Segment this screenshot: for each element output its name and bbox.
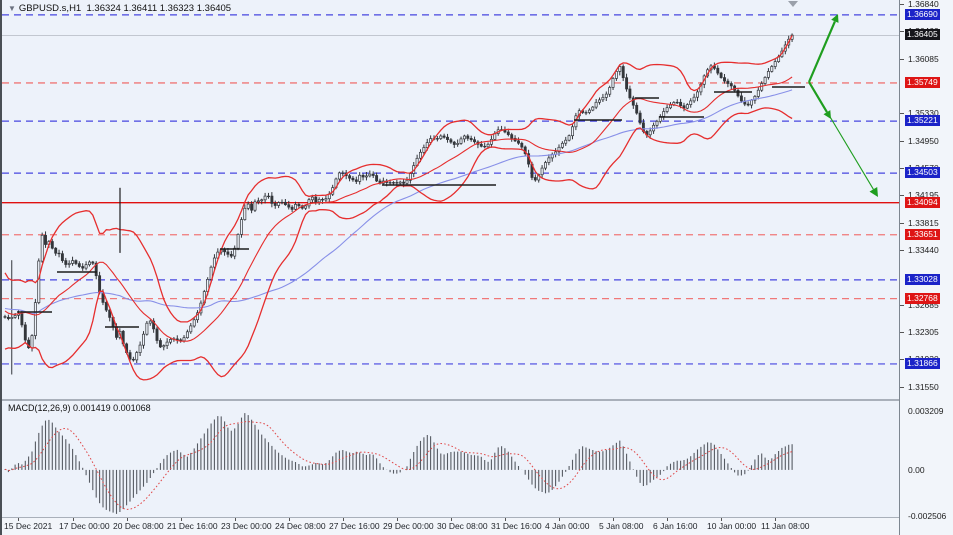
price-level-badge-blue: 1.35221 [905,115,940,126]
analysis-segments [17,86,805,328]
time-tick-mark [559,518,560,521]
projection-arrows [807,14,878,197]
green-arrow-head [823,110,831,119]
symbol-dropdown-icon[interactable]: ▼ [8,4,16,13]
price-tick-mark [900,4,904,5]
time-tick-mark [73,518,74,521]
price-chart-area[interactable] [2,0,899,399]
green-arrow-line [810,84,874,190]
price-tick-mark [900,387,904,388]
macd-label: MACD(12,26,9) 0.001419 0.001068 [8,403,151,413]
time-tick-mark [775,518,776,521]
price-level-badge-black: 1.36405 [905,29,940,40]
price-tick-label: 1.34950 [908,136,939,146]
bollinger-lower-line [4,107,793,381]
time-tick-label: 27 Dec 16:00 [329,521,380,531]
macd-histogram [4,413,793,514]
time-tick-label: 29 Dec 00:00 [383,521,434,531]
price-level-badge-red: 1.34094 [905,197,940,208]
time-tick-mark [721,518,722,521]
time-tick-label: 4 Jan 00:00 [545,521,590,531]
time-axis[interactable]: 15 Dec 2021 17 Dec 00:00 20 Dec 08:00 21 De… [2,518,899,535]
time-tick-mark [289,518,290,521]
price-tick-mark [900,359,904,360]
time-tick-mark [505,518,506,521]
time-tick-label: 5 Jan 08:00 [599,521,644,531]
symbol-label: GBPUSD.s,H1 [18,3,82,14]
time-tick-mark [181,518,182,521]
time-tick-label: 15 Dec 2021 [4,521,53,531]
gray-down-arrow-marker [788,1,798,7]
price-tick-mark [900,59,904,60]
macd-axis-label: 0.00 [908,465,925,475]
macd-signal-line [4,421,793,510]
time-tick-label: 10 Jan 00:00 [707,521,757,531]
price-tick-label: 1.33440 [908,245,939,255]
chart-title: ▼ GBPUSD.s,H1 1.36324 1.36411 1.36323 1.3… [8,3,231,14]
time-tick-mark [397,518,398,521]
price-level-badge-blue: 1.33028 [905,274,940,285]
price-level-badge-red: 1.33651 [905,229,940,240]
price-tick-mark [900,305,904,306]
price-tick-mark [900,168,904,169]
time-tick-label: 23 Dec 00:00 [221,521,272,531]
price-tick-label: 1.34195 [908,190,939,200]
green-arrow-head [831,14,839,23]
price-level-badge-red: 1.32768 [905,293,940,304]
time-tick-mark [18,518,19,521]
time-tick-label: 30 Dec 08:00 [437,521,488,531]
level-lines [2,14,899,365]
price-tick-label: 1.32305 [908,327,939,337]
price-tick-mark [900,31,904,32]
green-arrow-head [869,187,878,197]
time-tick-label: 17 Dec 00:00 [59,521,110,531]
time-tick-label: 20 Dec 08:00 [113,521,164,531]
time-tick-mark [451,518,452,521]
time-axis-separator [2,517,953,518]
price-tick-mark [900,141,904,142]
macd-indicator-name: MACD(12,26,9) [8,403,71,413]
macd-indicator-values: 0.001419 0.001068 [73,403,151,413]
time-tick-label: 21 Dec 16:00 [167,521,218,531]
price-tick-mark [900,250,904,251]
macd-indicator-area[interactable] [2,401,899,517]
price-level-badge-red: 1.35749 [905,77,940,88]
time-tick-mark [235,518,236,521]
slow-ma-line [4,89,793,315]
pane-separator[interactable] [2,399,899,401]
candles-series [3,33,794,375]
time-tick-label: 11 Jan 08:00 [761,521,810,531]
macd-axis-label: 0.003209 [908,406,944,416]
time-tick-label: 6 Jan 16:00 [653,521,698,531]
price-tick-label: 1.33815 [908,218,939,228]
bollinger-upper-line [4,35,793,323]
price-tick-label: 1.32685 [908,300,939,310]
price-level-badge-blue: 1.36690 [905,9,940,20]
price-tick-mark [900,113,904,114]
time-tick-mark [613,518,614,521]
price-tick-label: 1.31550 [908,382,939,392]
price-tick-mark [900,223,904,224]
price-level-badge-blue: 1.31866 [905,358,940,369]
price-tick-label: 1.36840 [908,0,939,9]
time-tick-mark [667,518,668,521]
price-axis[interactable]: 1.368401.364601.360851.353301.349501.345… [899,0,953,535]
indicator-lines [4,35,793,381]
bollinger-middle-line [4,76,793,342]
price-tick-label: 1.36085 [908,54,939,64]
time-tick-label: 24 Dec 08:00 [275,521,326,531]
time-tick-label: 31 Dec 16:00 [491,521,542,531]
time-tick-mark [343,518,344,521]
price-tick-mark [900,195,904,196]
green-arrow-line [807,20,836,83]
price-tick-label: 1.35330 [908,108,939,118]
quote-values: 1.36324 1.36411 1.36323 1.36405 [86,3,232,14]
price-level-badge-blue: 1.34503 [905,167,940,178]
price-tick-mark [900,332,904,333]
time-tick-mark [127,518,128,521]
macd-axis-label: -0.002506 [908,511,947,521]
